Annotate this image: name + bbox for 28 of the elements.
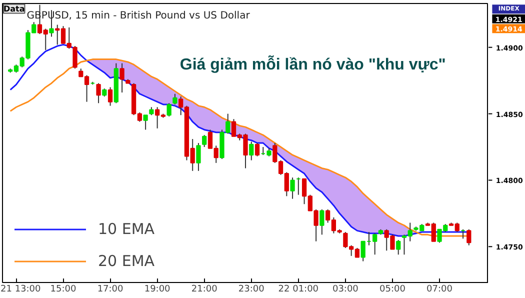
x-tick-label: 19:00 [144,284,171,294]
candlestick [120,62,124,94]
x-tick-label: 15:00 [50,284,76,294]
candlestick [172,93,178,105]
candlestick [143,114,148,130]
x-tick-label: 21 13:00 [0,284,42,294]
annotation: Data [3,4,25,14]
candlestick [96,82,101,104]
x-tick-label: 22 01:00 [278,284,319,294]
candlestick [396,239,401,256]
annotation: Giá giảm mỗi lần nó vào "khu vực" [180,54,446,74]
x-tick-label: 23:00 [238,284,265,294]
candlestick [166,102,172,117]
x-tick-label: 03:00 [332,284,359,294]
candlestick [466,228,472,246]
x-tick-label: 07:00 [426,284,453,294]
x-tick-label: 21:00 [191,284,218,294]
candlestick [108,86,113,106]
legend-label: 10 EMA [98,220,155,238]
candlestick [254,142,260,157]
x-tick-label: 05:00 [380,284,406,294]
candlestick [202,134,207,148]
candlestick [320,208,324,236]
legend-label: 20 EMA [98,252,155,270]
candlestick [249,141,254,161]
candlestick [290,177,295,200]
x-tick-label: 17:00 [97,284,124,294]
candlestick [196,142,201,172]
